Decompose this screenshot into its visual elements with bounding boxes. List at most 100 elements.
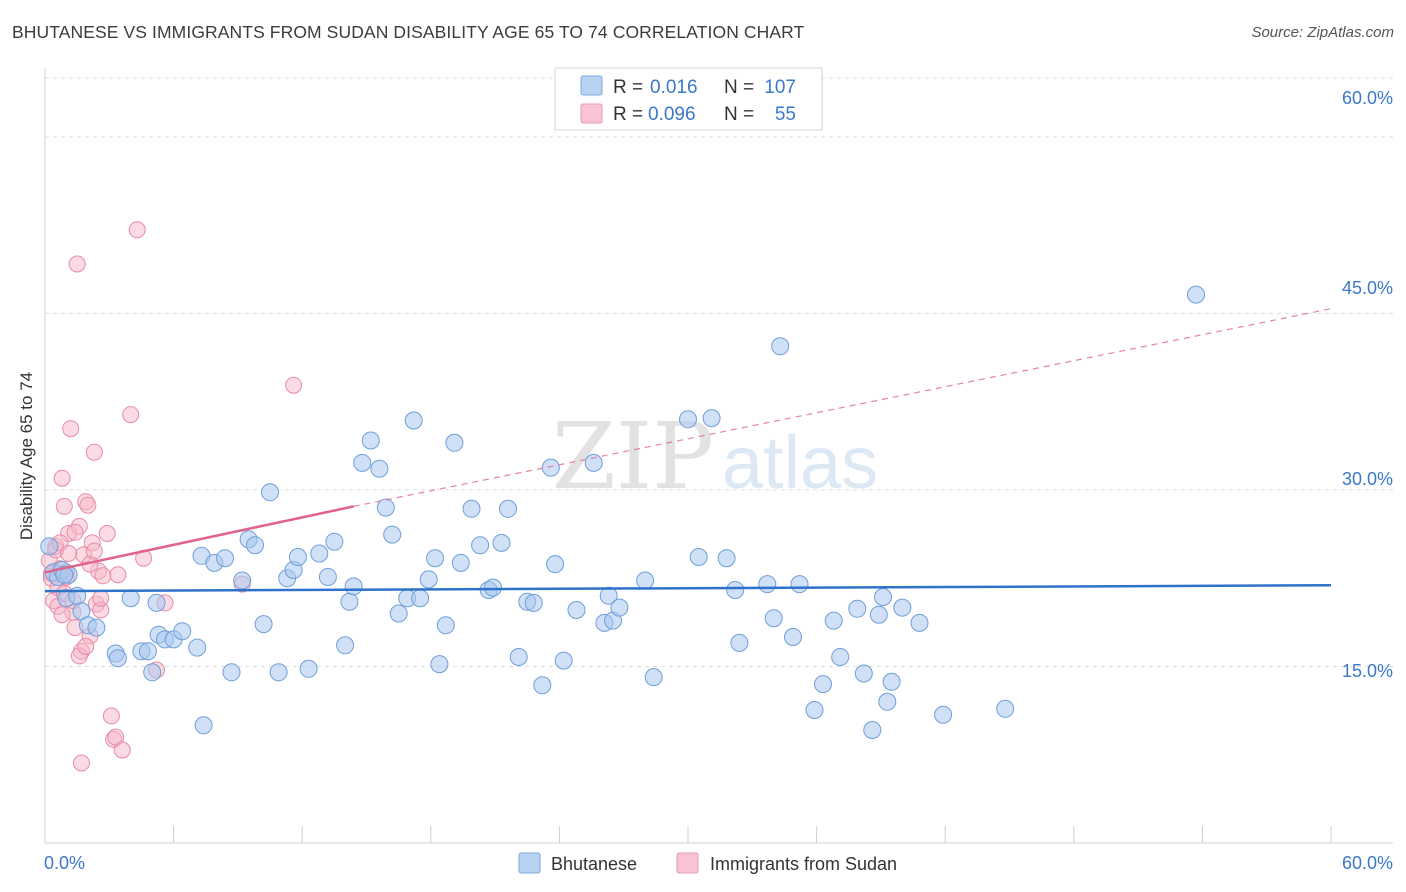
sudan-point-13: [68, 255, 86, 273]
bhutanese-point-20: [188, 638, 207, 657]
bhutanese-point-76: [636, 571, 655, 590]
bhutanese-point-31: [269, 663, 288, 682]
bottom-legend-swatch-blue: [518, 852, 541, 874]
bhutanese-point-68: [546, 555, 565, 574]
bhutanese-point-15: [147, 593, 166, 612]
bhutanese-point-11: [121, 589, 140, 608]
bhutanese-point-70: [567, 601, 586, 619]
legend-r-value-blue: 0.016: [650, 77, 698, 98]
bottom-legend: Bhutanese Immigrants from Sudan: [518, 852, 897, 874]
bhutanese-point-22: [194, 716, 213, 735]
x-tick-label-min: 0.0%: [44, 853, 85, 873]
bhutanese-point-28: [246, 536, 264, 555]
bhutanese-point-106: [55, 565, 74, 584]
bhutanese-point-36: [310, 544, 329, 563]
sudan-point-31: [113, 741, 131, 759]
sudan-point-33: [128, 221, 146, 239]
bhutanese-point-26: [233, 571, 252, 590]
sudan-point-43: [53, 606, 71, 624]
bhutanese-point-77: [644, 668, 663, 687]
bhutanese-point-69: [554, 651, 573, 670]
bhutanese-point-40: [340, 592, 359, 611]
bhutanese-point-46: [383, 525, 402, 544]
bhutanese-point-92: [831, 648, 850, 666]
sudan-point-30: [109, 566, 127, 584]
sudan-point-27: [102, 707, 120, 725]
bhutanese-point-34: [288, 548, 307, 566]
bhutanese-point-89: [805, 701, 824, 719]
bhutanese-point-63: [509, 648, 528, 666]
bhutanese-point-96: [869, 605, 888, 624]
bhutanese-point-51: [419, 570, 438, 589]
bhutanese-point-30: [261, 483, 279, 502]
bhutanese-point-66: [533, 676, 552, 695]
bhutanese-point-53: [430, 655, 449, 674]
bottom-legend-swatch-pink: [676, 852, 699, 874]
sudan-point-21: [85, 443, 103, 461]
sudan-point-46: [60, 545, 78, 562]
sudan-point-7: [55, 497, 73, 515]
chart-source: Source: ZipAtlas.com: [1251, 24, 1394, 41]
bhutanese-point-60: [484, 578, 502, 597]
sudan-trend-line: [44, 505, 354, 574]
bhutanese-point-13: [138, 642, 157, 661]
bhutanese-point-103: [996, 699, 1015, 718]
x-tick-labels: 0.0% 60.0%: [44, 853, 1393, 873]
bhutanese-point-37: [318, 568, 337, 586]
bhutanese-point-102: [934, 705, 953, 724]
legend-swatch-blue: [580, 75, 603, 96]
bhutanese-point-97: [874, 588, 892, 606]
bhutanese-point-71: [584, 453, 603, 472]
legend-n-label-pink: N =: [724, 104, 754, 125]
bhutanese-point-99: [882, 672, 901, 691]
bhutanese-point-24: [216, 549, 234, 568]
bhutanese-point-49: [404, 411, 423, 430]
y-tick-label-60: 60.0%: [1342, 88, 1393, 108]
bhutanese-point-78: [679, 410, 697, 429]
bhutanese-point-84: [758, 575, 777, 594]
bhutanese-point-29: [254, 615, 273, 634]
bhutanese-point-25: [222, 663, 241, 682]
bhutanese-point-95: [863, 721, 882, 739]
watermark: ZIP atlas: [552, 403, 878, 510]
bhutanese-point-39: [336, 636, 355, 655]
bhutanese-point-8: [87, 618, 106, 637]
bhutanese-point-42: [353, 453, 372, 472]
bhutanese-point-82: [726, 581, 745, 599]
bhutanese-point-100: [893, 598, 912, 617]
x-tick-label-max: 60.0%: [1342, 853, 1393, 873]
bhutanese-point-91: [824, 611, 843, 630]
y-axis-label-group: Disability Age 65 to 74: [17, 372, 36, 540]
bhutanese-point-10: [108, 649, 127, 668]
bhutanese-point-61: [492, 533, 511, 552]
bhutanese-point-101: [910, 613, 929, 632]
bhutanese-point-98: [878, 692, 897, 711]
legend-r-label-blue: R =: [613, 77, 643, 98]
y-axis-label: Disability Age 65 to 74: [17, 372, 36, 540]
sudan-point-26: [98, 525, 116, 542]
y-tick-label-45: 45.0%: [1342, 278, 1393, 298]
legend-swatch-pink: [580, 103, 603, 124]
legend-r-value-pink: 0.096: [648, 104, 696, 125]
sudan-point-54: [92, 589, 110, 607]
data-points: [40, 221, 1205, 772]
watermark-atlas: atlas: [722, 421, 878, 504]
bhutanese-point-90: [814, 675, 832, 694]
bhutanese-point-50: [411, 589, 430, 608]
bhutanese-point-57: [462, 499, 481, 518]
sudan-point-48: [66, 523, 84, 541]
bhutanese-point-41: [344, 577, 363, 596]
trend-lines: [44, 308, 1332, 593]
bhutanese-point-47: [389, 604, 408, 623]
bhutanese-point-54: [436, 616, 455, 635]
bhutanese-point-93: [848, 599, 867, 618]
bhutanese-point-73: [599, 586, 618, 605]
bhutanese-point-35: [299, 659, 318, 678]
bhutanese-point-104: [1187, 285, 1205, 304]
bhutanese-point-86: [771, 337, 790, 356]
bhutanese-point-75: [610, 598, 629, 617]
bhutanese-point-65: [524, 593, 543, 612]
sudan-trend-line-extension: [353, 308, 1332, 507]
bhutanese-trend-line: [44, 584, 1332, 593]
bhutanese-point-56: [451, 553, 470, 572]
